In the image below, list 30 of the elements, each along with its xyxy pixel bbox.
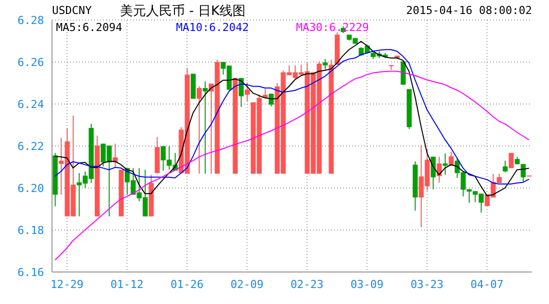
text: MA30:6.2229 [296, 21, 370, 34]
y-tick-label: 6.16 [18, 266, 44, 279]
y-tick-label: 6.24 [18, 98, 44, 111]
x-tick-label: 01-12 [110, 278, 144, 291]
chart-subtitle: USDCNY [52, 4, 92, 17]
candlestick [268, 93, 274, 107]
candlestick [244, 82, 250, 102]
candlestick [520, 164, 526, 183]
text: 2015-04-16 08:00:02 [406, 4, 532, 17]
x-tick-label: 02-09 [230, 278, 264, 291]
chart-title: 美元人民币 - 日K线图 [120, 3, 246, 20]
candlestick [202, 80, 208, 174]
x-tick-label: 04-07 [470, 278, 504, 291]
x-tick-label: 01-26 [170, 278, 204, 291]
x-tick-label: 12-29 [50, 278, 84, 291]
x-tick-label: 03-23 [410, 278, 444, 291]
y-tick-label: 6.22 [18, 140, 44, 153]
text: MA5:6.2094 [56, 21, 124, 34]
candlestick [196, 86, 202, 174]
x-tick-label: 03-09 [350, 278, 384, 291]
x-tick-label: 02-23 [290, 278, 324, 291]
candlestick [430, 156, 436, 190]
y-tick-label: 6.20 [18, 182, 44, 195]
y-tick-label: 6.18 [18, 224, 44, 237]
line-series [54, 70, 530, 261]
candlestick [322, 58, 328, 70]
text: MA10:6.2042 [176, 21, 250, 34]
y-tick-label: 6.28 [18, 14, 44, 27]
candlestick [502, 160, 508, 173]
y-tick-label: 6.26 [18, 56, 44, 69]
